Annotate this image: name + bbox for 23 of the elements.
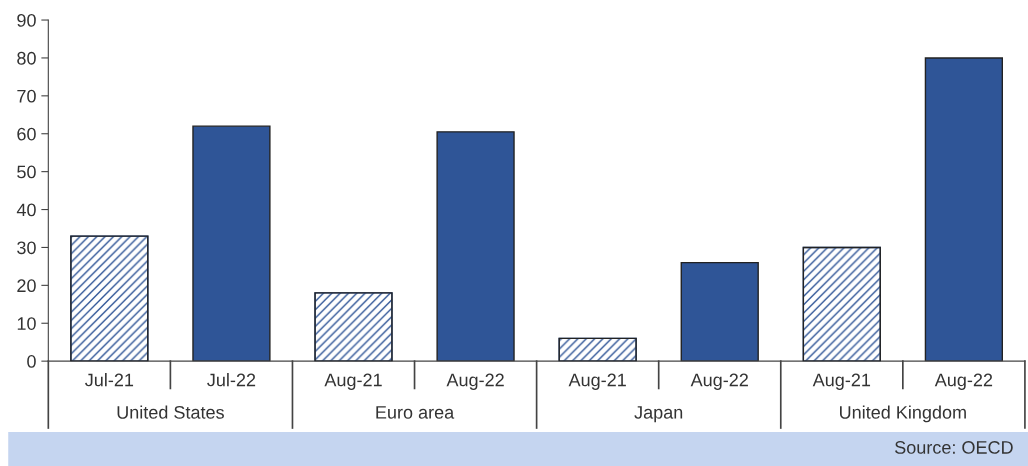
text: Euro area [376,406,455,419]
y-tick-label: 70 [17,89,36,103]
text: United Kingdom [840,405,966,423]
x-tick-label: Aug-22 [446,373,504,390]
x-tick-label: Aug-21 [812,373,871,390]
x-tick-label: Aug-21 [324,373,382,390]
x-tick-label: Aug-22 [690,373,748,390]
text: Japan [634,406,683,423]
x-tick-label: Aug-22 [934,373,993,390]
y-tick-label: 80 [17,51,36,65]
y-tick-label: 90 [17,13,36,27]
y-tick-label: 20 [17,279,36,293]
y-tick-label: 0 [27,355,36,368]
text: United States [117,405,224,419]
source-note: Source: OECD [895,441,1013,454]
y-tick-label: 60 [17,127,36,141]
x-tick-label: Jul-22 [207,373,256,387]
y-tick-label: 10 [17,317,36,330]
y-tick-label: 30 [17,241,36,255]
x-tick-label: Aug-21 [568,373,626,390]
x-tick-label: Jul-21 [85,373,134,387]
y-tick-label: 50 [17,165,36,179]
y-tick-label: 40 [16,203,36,217]
